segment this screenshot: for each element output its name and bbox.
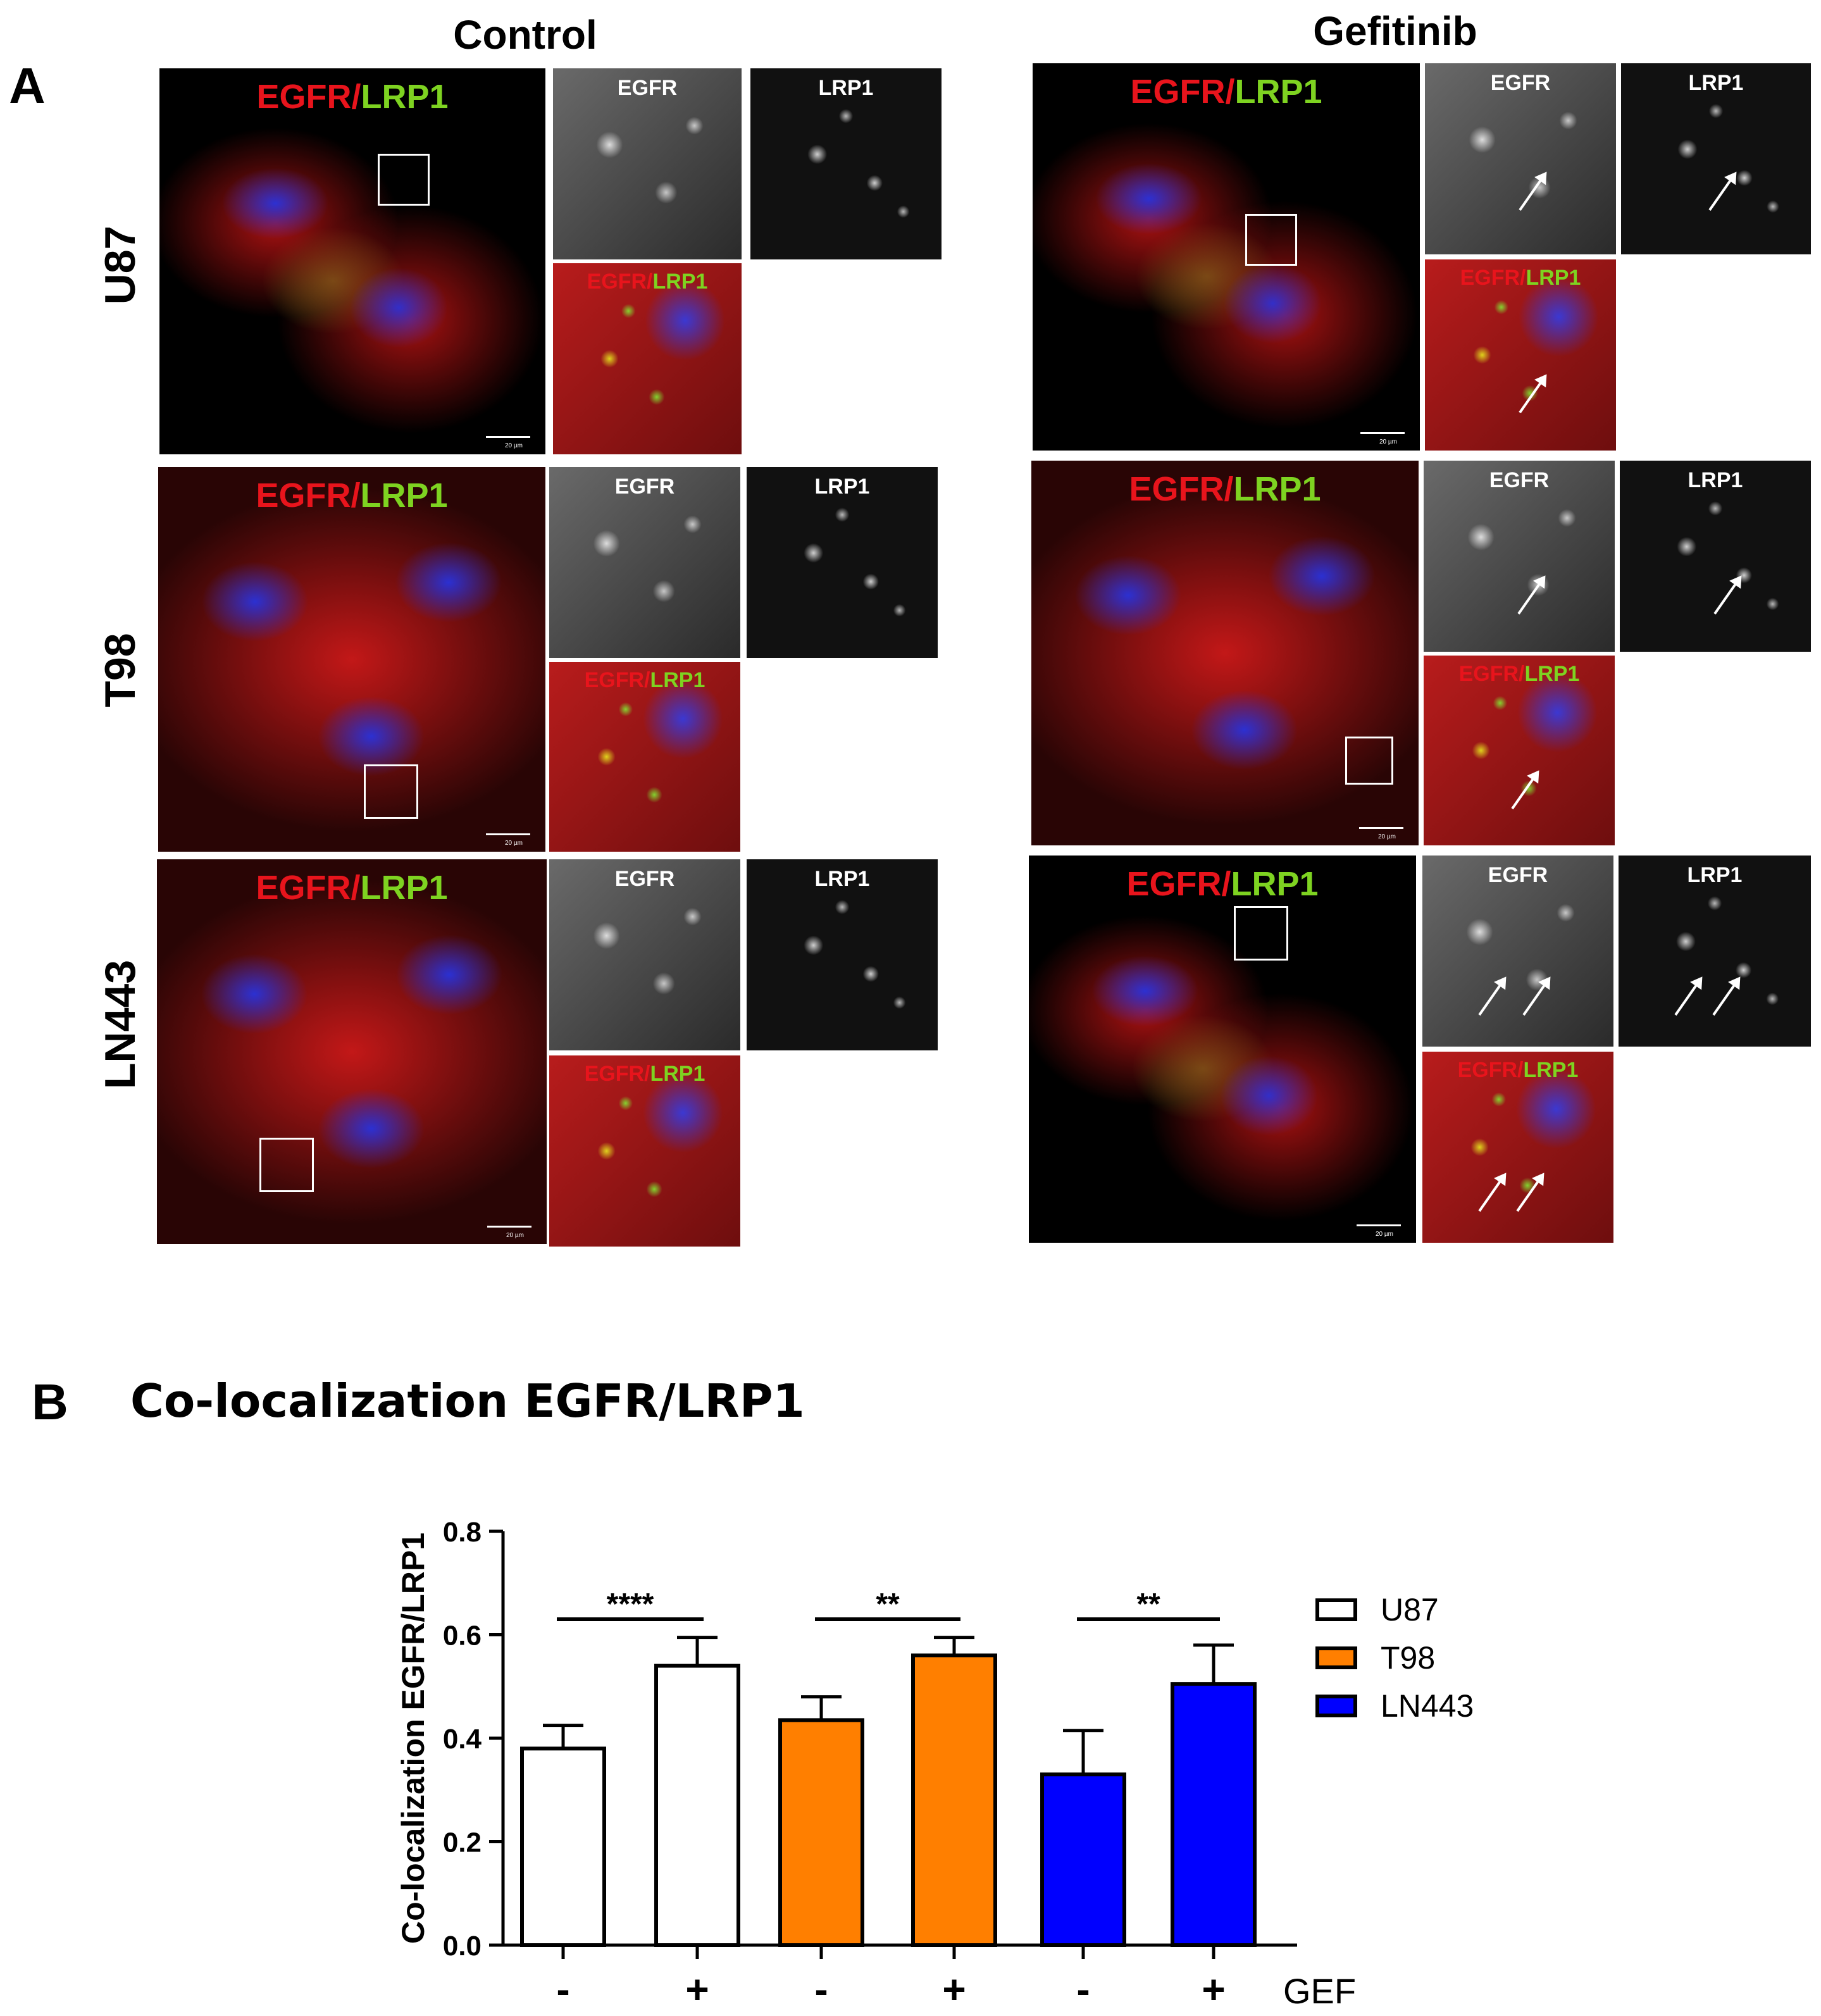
zoom-region-box bbox=[378, 154, 430, 206]
scale-bar bbox=[487, 1226, 531, 1228]
bar-ln443-gef bbox=[1171, 1682, 1257, 1947]
image-label: EGFR/LRP1 bbox=[256, 476, 448, 514]
scale-bar bbox=[1357, 1224, 1401, 1226]
arrow-icon bbox=[1519, 375, 1546, 414]
column-title-gefitinib: Gefitinib bbox=[1313, 8, 1477, 54]
scale-bar bbox=[486, 436, 530, 438]
micrograph-control-t98-egfr: EGFR bbox=[549, 467, 740, 658]
arrow-icon bbox=[1517, 576, 1545, 615]
x-tick-label: + bbox=[942, 1967, 966, 2012]
scale-text: 20 µm bbox=[506, 1232, 524, 1239]
arrow-icon bbox=[1712, 978, 1740, 1016]
micrograph-gefitinib-t98-lrp1: LRP1 bbox=[1620, 461, 1811, 652]
micrograph-gefitinib-u87-lrp1: LRP1 bbox=[1621, 63, 1811, 254]
scale-text: 20 µm bbox=[505, 840, 523, 847]
significance-label: **** bbox=[607, 1588, 654, 1621]
y-tick-label: 0.8 bbox=[443, 1517, 482, 1548]
bar-t98-control bbox=[778, 1718, 864, 1947]
micrograph-gefitinib-ln443-egfr: EGFR bbox=[1422, 856, 1613, 1047]
micrograph-gefitinib-ln443-zoom-merge: EGFR/LRP1 bbox=[1422, 1052, 1613, 1243]
micrograph-control-u87-merge: EGFR/LRP1 20 µm bbox=[159, 68, 545, 454]
arrow-icon bbox=[1516, 1174, 1544, 1212]
micrograph-gefitinib-t98-zoom-merge: EGFR/LRP1 bbox=[1424, 656, 1615, 845]
micrograph-control-ln443-lrp1: LRP1 bbox=[747, 859, 938, 1050]
bar-ln443-control bbox=[1040, 1772, 1126, 1947]
row-label-t98: T98 bbox=[96, 633, 144, 707]
panel-b-letter: B bbox=[32, 1374, 68, 1430]
bar-t98-gef bbox=[911, 1653, 997, 1947]
legend-label-u87: U87 bbox=[1381, 1592, 1439, 1627]
scale-text: 20 µm bbox=[505, 442, 523, 449]
scale-bar bbox=[1360, 432, 1405, 434]
x-axis-gef-label: GEF bbox=[1283, 1971, 1356, 2011]
micrograph-gefitinib-u87-zoom-merge: EGFR/LRP1 bbox=[1425, 259, 1616, 451]
significance-label: ** bbox=[876, 1588, 900, 1621]
scale-bar bbox=[1359, 827, 1403, 829]
micrograph-control-u87-egfr: EGFR bbox=[553, 68, 742, 259]
scale-text: 20 µm bbox=[1379, 439, 1397, 445]
y-tick-label: 0.2 bbox=[443, 1827, 482, 1858]
micrograph-gefitinib-ln443-lrp1: LRP1 bbox=[1619, 856, 1811, 1047]
micrograph-gefitinib-ln443-merge: EGFR/LRP1 20 µm bbox=[1029, 856, 1416, 1243]
arrow-icon bbox=[1674, 978, 1702, 1016]
image-label: EGFR/LRP1 bbox=[256, 78, 449, 116]
arrow-icon bbox=[1478, 978, 1506, 1016]
x-tick-label: - bbox=[556, 1967, 569, 2012]
legend-swatch-ln443 bbox=[1315, 1695, 1357, 1717]
row-label-ln443: LN443 bbox=[96, 959, 144, 1090]
zoom-region-box bbox=[1345, 737, 1393, 785]
y-axis-label: Co-localization EGFR/LRP1 bbox=[395, 1533, 431, 1944]
micrograph-control-u87-lrp1: LRP1 bbox=[750, 68, 942, 259]
zoom-region-box bbox=[1245, 214, 1297, 266]
arrow-icon bbox=[1708, 173, 1736, 211]
bar-u87-control bbox=[520, 1746, 606, 1947]
micrograph-control-ln443-egfr: EGFR bbox=[549, 859, 740, 1050]
micrograph-gefitinib-t98-merge: EGFR/LRP1 20 µm bbox=[1031, 461, 1419, 845]
micrograph-control-t98-lrp1: LRP1 bbox=[747, 467, 938, 658]
micrograph-gefitinib-u87-merge: EGFR/LRP1 20 µm bbox=[1033, 63, 1420, 451]
zoom-region-box bbox=[364, 764, 418, 819]
chart-title: Co-localization EGFR/LRP1 bbox=[130, 1374, 805, 1428]
image-label: EGFR/LRP1 bbox=[1129, 470, 1321, 508]
column-title-control: Control bbox=[453, 12, 597, 58]
micrograph-control-ln443-merge: EGFR/LRP1 20 µm bbox=[157, 859, 547, 1244]
micrograph-gefitinib-t98-egfr: EGFR bbox=[1424, 461, 1615, 652]
micrograph-control-t98-merge: EGFR/LRP1 20 µm bbox=[158, 467, 545, 852]
micrograph-control-ln443-zoom-merge: EGFR/LRP1 bbox=[549, 1055, 740, 1247]
y-tick-label: 0.6 bbox=[443, 1621, 482, 1652]
zoom-region-box bbox=[1234, 906, 1288, 961]
x-tick-label: + bbox=[1202, 1967, 1225, 2012]
legend-swatch-t98 bbox=[1315, 1646, 1357, 1669]
significance-label: ** bbox=[1136, 1588, 1160, 1621]
image-label: EGFR/LRP1 bbox=[256, 869, 448, 907]
bar-chart: 0.0 0.2 0.4 0.6 0.8 Co-localization EGFR/LRP1… bbox=[395, 1517, 1474, 2012]
arrow-icon bbox=[1522, 978, 1550, 1016]
legend-swatch-u87 bbox=[1315, 1598, 1357, 1621]
scale-text: 20 µm bbox=[1376, 1231, 1393, 1238]
micrograph-control-t98-zoom-merge: EGFR/LRP1 bbox=[549, 662, 740, 852]
legend-label-t98: T98 bbox=[1381, 1640, 1435, 1676]
panel-a-letter: A bbox=[9, 58, 46, 114]
x-tick-label: - bbox=[814, 1967, 828, 2012]
arrow-icon bbox=[1511, 771, 1539, 810]
image-label: EGFR/LRP1 bbox=[1126, 865, 1319, 903]
bar-u87-gef bbox=[654, 1664, 740, 1947]
legend-label-ln443: LN443 bbox=[1381, 1688, 1474, 1724]
arrow-icon bbox=[1478, 1174, 1506, 1212]
x-tick-label: + bbox=[685, 1967, 709, 2012]
x-tick-label: - bbox=[1076, 1967, 1090, 2012]
zoom-region-box bbox=[259, 1138, 314, 1192]
micrograph-gefitinib-u87-egfr: EGFR bbox=[1425, 63, 1616, 254]
y-tick-label: 0.0 bbox=[443, 1931, 482, 1962]
arrow-icon bbox=[1519, 173, 1546, 211]
row-label-u87: U87 bbox=[96, 225, 144, 305]
image-label: EGFR/LRP1 bbox=[1130, 73, 1322, 111]
micrograph-control-u87-zoom-merge: EGFR/LRP1 bbox=[553, 263, 742, 454]
arrow-icon bbox=[1713, 576, 1741, 615]
y-tick-label: 0.4 bbox=[443, 1724, 482, 1755]
scale-bar bbox=[486, 833, 530, 835]
scale-text: 20 µm bbox=[1378, 833, 1396, 840]
